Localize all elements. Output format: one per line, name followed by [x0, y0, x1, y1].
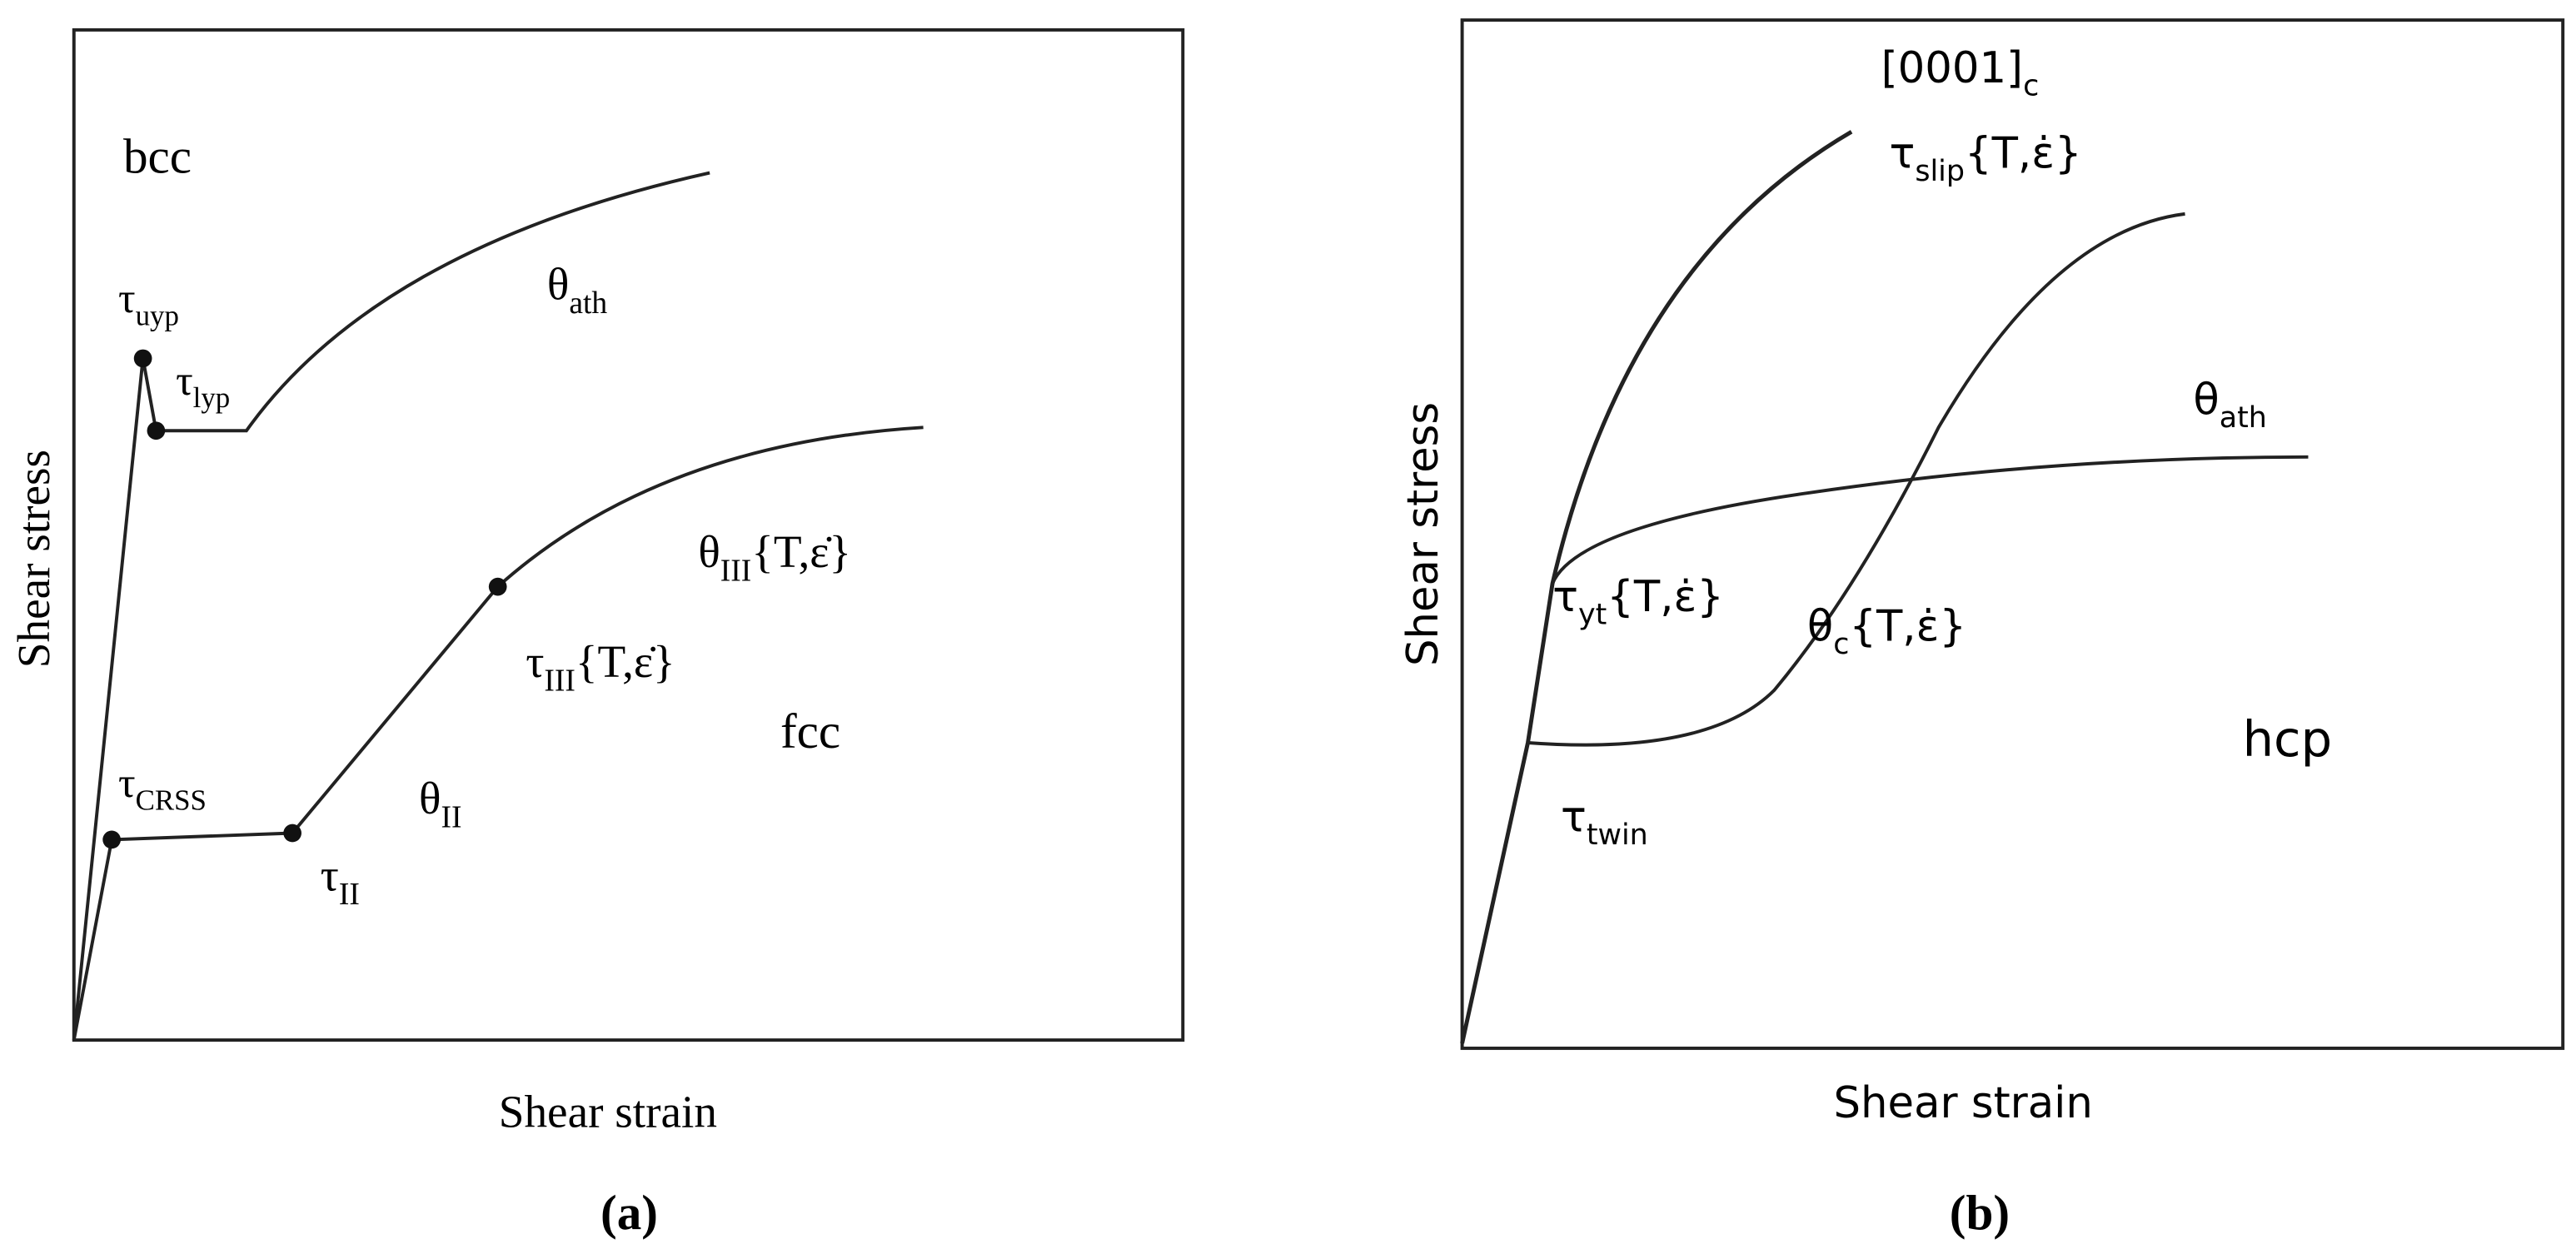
annotation-sub: CRSS: [136, 784, 207, 817]
point: [133, 349, 152, 368]
annotation: τIII{T,ε̇}: [526, 636, 675, 699]
point: [488, 577, 507, 596]
annotation-sub: II: [441, 800, 461, 834]
annotation: θII: [419, 773, 461, 835]
annotation-sub: slip: [1915, 155, 1965, 188]
annotation-sub: III: [544, 664, 575, 699]
point: [147, 421, 166, 440]
annotation-text: θ: [547, 258, 569, 309]
annotation-sub: c: [2023, 69, 2039, 102]
annotation-text: τ: [1561, 793, 1587, 843]
annotation-text: [0001]: [1881, 43, 2023, 93]
annotation-text: τ: [1552, 572, 1578, 622]
annotation-sub: ath: [2220, 401, 2267, 435]
x-axis-label: Shear strain: [1834, 1078, 2093, 1128]
annotation-sub: twin: [1587, 819, 1648, 852]
annotation: hcp: [2243, 710, 2333, 768]
caption: (b): [1950, 1185, 2010, 1240]
annotation-text: hcp: [2243, 710, 2333, 768]
annotation-text: θ: [419, 773, 441, 824]
y-axis-label: Shear stress: [8, 450, 59, 668]
twin-curve: [1527, 211, 2185, 747]
annotation-sub: c: [1833, 628, 1849, 661]
annotation-suffix: {T,ε̇}: [575, 636, 675, 687]
point: [283, 824, 301, 843]
annotation-suffix: {T,ε̇}: [1607, 572, 1724, 622]
slip-curve: [1460, 130, 1853, 1044]
annotation: bcc: [123, 129, 192, 184]
panel-a: Shear strain Shear stress (a) bccτuypτly…: [8, 27, 1185, 1240]
annotation-suffix: {T,ε̇}: [751, 526, 851, 577]
annotation: τyt{T,ε̇}: [1552, 572, 1724, 631]
annotation-text: θ: [2193, 376, 2219, 425]
annotation-text: fcc: [780, 704, 840, 759]
annotation-text: τ: [176, 357, 193, 405]
annotation-text: bcc: [123, 129, 192, 184]
x-axis-label: Shear strain: [499, 1087, 717, 1137]
annotation: θIII{T,ε̇}: [698, 526, 851, 589]
annotation-sub: II: [339, 878, 360, 912]
annotation-text: τ: [118, 275, 136, 322]
annotation-text: θ: [698, 526, 720, 577]
annotation-sub: uyp: [136, 300, 179, 332]
annotation-sub: ath: [569, 286, 607, 321]
plot-frame: [1460, 18, 2565, 1050]
annotation-sub: III: [720, 555, 752, 589]
annotation: θath: [547, 258, 608, 321]
caption: (a): [600, 1185, 658, 1240]
annotation: fcc: [780, 704, 840, 759]
annotation-suffix: {T,ε̇}: [1849, 602, 1966, 652]
annotation-text: τ: [1889, 129, 1915, 179]
annotation: τuyp: [118, 275, 179, 331]
annotation: θc{T,ε̇}: [1807, 602, 1966, 661]
annotation: τCRSS: [118, 759, 207, 816]
annotation: τtwin: [1561, 793, 1648, 852]
annotation: θath: [2193, 376, 2267, 435]
annotation: τII: [321, 850, 360, 913]
plot-frame: [72, 27, 1185, 1042]
annotation-text: θ: [1807, 602, 1833, 652]
annotation: τlyp: [176, 357, 230, 414]
annotation-sub: yt: [1578, 599, 1607, 632]
point: [102, 830, 121, 849]
fcc-curve: [72, 425, 924, 1041]
annotation-suffix: {T,ε̇}: [1965, 129, 2082, 179]
annotation: [0001]c: [1881, 43, 2040, 102]
annotation: τslip{T,ε̇}: [1889, 129, 2081, 188]
annotation-text: τ: [526, 636, 544, 687]
annotation-text: τ: [118, 759, 136, 807]
panel-b: Shear strain Shear stress (b) [0001]cτsl…: [1398, 18, 2565, 1240]
y-axis-label: Shear stress: [1398, 402, 1448, 666]
bcc-curve: [72, 171, 710, 1041]
annotation-text: τ: [321, 850, 339, 901]
hardening-curve: [1551, 455, 2309, 585]
annotation-sub: lyp: [193, 381, 231, 414]
